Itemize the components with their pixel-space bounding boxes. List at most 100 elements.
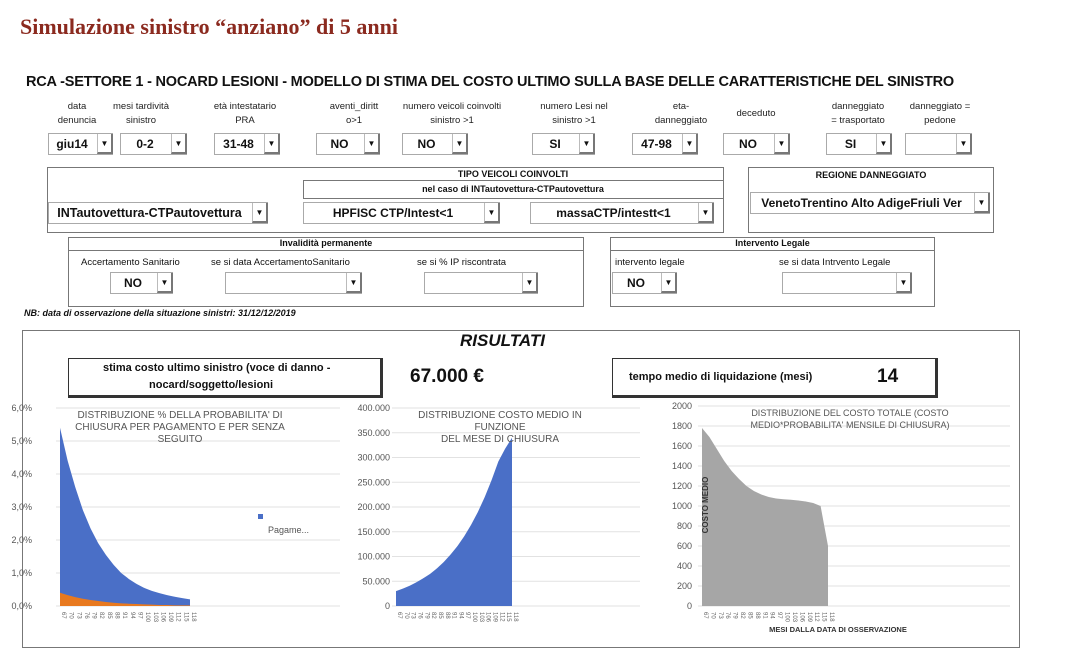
field-label-line: età intestatario (213, 101, 277, 112)
field-dropdown[interactable]: SI ▼ (532, 133, 595, 155)
series-area-0 (702, 428, 828, 606)
tipo-veicoli-dropdown[interactable]: INTautovettura-CTPautovettura ▼ (48, 202, 268, 224)
cost-label-2: nocard/soggetto/lesioni (149, 379, 274, 391)
x-tick-label: 94 (457, 612, 463, 619)
x-tick-label: 97 (136, 612, 142, 619)
chevron-down-icon[interactable]: ▼ (698, 203, 714, 223)
chart-title-line: FUNZIONE (474, 422, 525, 433)
chart-title-line: DISTRIBUZIONE COSTO MEDIO IN (418, 410, 582, 421)
chevron-down-icon[interactable]: ▼ (522, 273, 538, 293)
chevron-down-icon[interactable]: ▼ (661, 273, 677, 293)
y-tick-label: 0,0% (11, 601, 32, 611)
time-value: 14 (877, 366, 899, 387)
chevron-down-icon[interactable]: ▼ (579, 134, 595, 154)
data-accertamento-dropdown[interactable]: ▼ (225, 272, 362, 294)
chevron-down-icon[interactable]: ▼ (171, 134, 187, 154)
x-tick-label: 88 (114, 612, 120, 619)
x-tick-label: 109 (806, 612, 812, 623)
x-tick-label: 100 (144, 612, 150, 623)
field-value: 47-98 (641, 137, 672, 151)
accertamento-dropdown[interactable]: NO ▼ (110, 272, 173, 294)
field-label: età intestatario PRA (175, 100, 315, 128)
data-intervento-dropdown[interactable]: ▼ (782, 272, 912, 294)
cost-estimate-box: stima costo ultimo sinistro (voce di dan… (68, 358, 383, 398)
ip-dropdown[interactable]: ▼ (424, 272, 538, 294)
accertamento-value: NO (124, 276, 142, 290)
hpfisc-dropdown[interactable]: HPFISC CTP/Intest<1 ▼ (303, 202, 500, 224)
chevron-down-icon[interactable]: ▼ (876, 134, 892, 154)
chevron-down-icon[interactable]: ▼ (252, 203, 268, 223)
field-value: NO (330, 137, 349, 151)
y-tick-label: 350.000 (357, 428, 390, 438)
field-dropdown[interactable]: ▼ (905, 133, 972, 155)
x-tick-label: 97 (776, 612, 782, 619)
observation-note: NB: data di osservazione della situazion… (24, 308, 296, 318)
x-tick-label: 85 (437, 612, 443, 619)
chevron-down-icon[interactable]: ▼ (774, 134, 790, 154)
field-value: SI (549, 137, 561, 151)
field-value: SI (844, 137, 857, 151)
field-dropdown[interactable]: NO ▼ (316, 133, 380, 155)
field-dropdown[interactable]: NO ▼ (402, 133, 468, 155)
chart-title-line: SEGUITO (158, 434, 203, 445)
legend-label: Pagame... (268, 525, 309, 535)
field-label: numero Lesi nel sinistro >1 (504, 100, 644, 128)
field-label: data denuncia (7, 100, 147, 128)
chart-title-line: DISTRIBUZIONE % DELLA PROBABILITA' DI (77, 410, 282, 421)
chevron-down-icon[interactable]: ▼ (682, 134, 698, 154)
tipo-veicoli-section: TIPO VEICOLI COINVOLTI nel caso di INTau… (47, 167, 724, 233)
field-dropdown[interactable]: 0-2 ▼ (120, 133, 187, 155)
x-tick-label: 88 (444, 612, 450, 619)
chevron-down-icon[interactable]: ▼ (346, 273, 362, 293)
x-tick-label: 76 (83, 612, 89, 619)
x-tick-label: 70 (403, 612, 409, 619)
x-tick-label: 82 (98, 612, 104, 619)
field-dropdown[interactable]: giu14 ▼ (48, 133, 113, 155)
regione-dropdown[interactable]: VenetoTrentino Alto AdigeFriuli Ver ▼ (750, 192, 990, 214)
field-value: 0-2 (136, 137, 154, 151)
x-tick-label: 94 (769, 612, 775, 619)
x-tick-label: 70 (68, 612, 74, 619)
chevron-down-icon[interactable]: ▼ (157, 273, 173, 293)
field-label-line: aventi_diritt (329, 101, 379, 112)
x-tick-label: 97 (464, 612, 470, 619)
x-tick-label: 103 (478, 612, 484, 623)
series-area-0 (396, 437, 512, 606)
chevron-down-icon[interactable]: ▼ (364, 134, 380, 154)
chevron-down-icon[interactable]: ▼ (956, 134, 972, 154)
chevron-down-icon[interactable]: ▼ (974, 193, 990, 213)
x-tick-label: 88 (754, 612, 760, 619)
x-tick-label: 79 (91, 612, 97, 619)
intervento-legale-dropdown[interactable]: NO ▼ (612, 272, 677, 294)
y-tick-label: 200.000 (357, 502, 390, 512)
x-tick-label: 115 (821, 612, 827, 622)
chevron-down-icon[interactable]: ▼ (264, 134, 280, 154)
tipo-veicoli-header: TIPO VEICOLI COINVOLTI (457, 169, 569, 179)
y-axis-label: COSTO MEDIO (701, 477, 710, 534)
invalidita-header: Invalidità permanente (69, 238, 583, 251)
x-tick-label: 73 (410, 612, 416, 619)
x-tick-label: 82 (739, 612, 745, 619)
field-dropdown[interactable]: SI ▼ (826, 133, 892, 155)
field-label-line: deceduto (736, 108, 776, 119)
x-tick-label: 112 (175, 612, 181, 622)
field-dropdown[interactable]: 31-48 ▼ (214, 133, 280, 155)
field-dropdown[interactable]: NO ▼ (723, 133, 790, 155)
field-label-line: o>1 (345, 115, 363, 126)
field-dropdown[interactable]: 47-98 ▼ (632, 133, 698, 155)
x-tick-label: 76 (724, 612, 730, 619)
cost-label-1: stima costo ultimo sinistro (voce di dan… (103, 362, 331, 374)
x-tick-label: 85 (106, 612, 112, 619)
massa-dropdown[interactable]: massaCTP/intestt<1 ▼ (530, 202, 714, 224)
chevron-down-icon[interactable]: ▼ (97, 134, 113, 154)
x-tick-label: 91 (761, 612, 767, 619)
field-label-line: sinistro >1 (430, 115, 474, 126)
y-tick-label: 1400 (672, 461, 692, 471)
field-label-line: danneggiato (831, 101, 885, 112)
chevron-down-icon[interactable]: ▼ (484, 203, 500, 223)
x-tick-label: 73 (717, 612, 723, 619)
x-tick-label: 115 (505, 612, 511, 622)
chevron-down-icon[interactable]: ▼ (896, 273, 912, 293)
chevron-down-icon[interactable]: ▼ (452, 134, 468, 154)
